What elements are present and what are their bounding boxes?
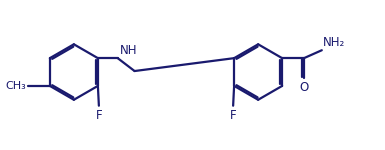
Text: NH₂: NH₂ bbox=[323, 36, 345, 49]
Text: CH₃: CH₃ bbox=[5, 81, 26, 91]
Text: O: O bbox=[300, 81, 309, 94]
Text: NH: NH bbox=[120, 44, 137, 57]
Text: F: F bbox=[230, 109, 236, 122]
Text: F: F bbox=[95, 109, 102, 122]
